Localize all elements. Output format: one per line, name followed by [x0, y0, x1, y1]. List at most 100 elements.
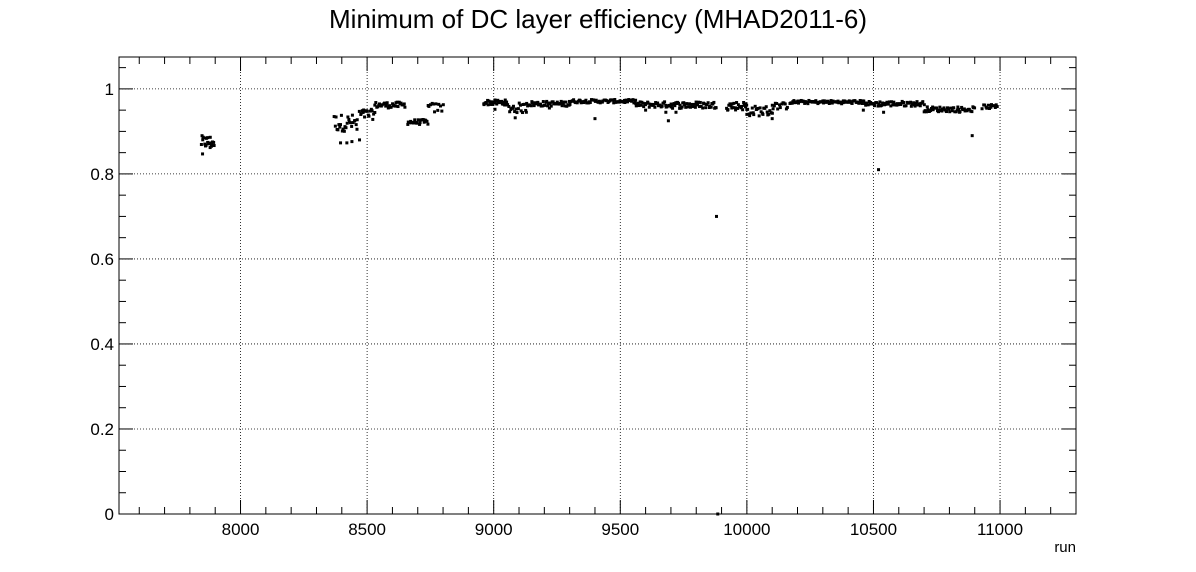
data-point	[422, 120, 426, 124]
data-point	[792, 99, 796, 103]
data-point	[875, 101, 879, 105]
data-point	[732, 101, 736, 105]
data-point	[697, 105, 701, 109]
data-point	[942, 106, 946, 110]
data-point	[909, 104, 913, 108]
data-point	[912, 101, 916, 105]
data-point	[745, 112, 749, 116]
data-point	[338, 123, 342, 127]
data-point	[714, 214, 718, 218]
chart-title: Minimum of DC layer efficiency (MHAD2011…	[329, 4, 867, 34]
data-point	[829, 99, 833, 103]
data-point	[342, 129, 346, 133]
data-point	[785, 105, 789, 109]
data-point	[344, 126, 348, 130]
data-point	[208, 135, 212, 139]
data-point	[516, 107, 520, 111]
data-point	[372, 112, 376, 116]
data-point	[555, 102, 559, 106]
data-point	[634, 104, 638, 108]
data-point	[947, 107, 951, 111]
data-point	[950, 109, 954, 113]
data-point	[647, 105, 651, 109]
data-point	[944, 110, 948, 114]
data-point	[418, 121, 422, 125]
data-point	[838, 101, 842, 105]
data-point	[709, 105, 713, 109]
data-point	[778, 103, 782, 107]
data-point	[660, 104, 664, 108]
data-point	[210, 142, 214, 146]
data-point	[496, 98, 500, 102]
data-point	[500, 99, 504, 103]
data-point	[547, 106, 551, 110]
data-point	[970, 110, 974, 114]
data-point	[519, 109, 523, 113]
y-tick-label: 0.2	[90, 420, 114, 439]
data-point	[358, 138, 362, 142]
data-point	[691, 105, 695, 109]
data-point	[688, 105, 692, 109]
data-point	[332, 115, 336, 119]
data-point	[704, 106, 708, 110]
data-point	[699, 104, 703, 108]
data-point	[336, 128, 340, 132]
data-point	[377, 102, 381, 106]
data-point	[858, 98, 862, 102]
data-point	[350, 140, 354, 144]
data-point	[345, 141, 349, 145]
data-point	[559, 99, 563, 103]
data-point	[411, 121, 415, 125]
data-point	[406, 122, 410, 126]
data-point	[954, 110, 958, 114]
data-point	[362, 108, 366, 112]
data-point	[503, 98, 507, 102]
data-point	[955, 108, 959, 112]
data-point	[956, 105, 960, 109]
data-point	[623, 101, 627, 105]
data-point	[347, 118, 351, 122]
data-point	[730, 102, 734, 106]
data-point	[728, 102, 732, 106]
data-point	[642, 105, 646, 109]
x-tick-label: 8000	[222, 520, 260, 539]
data-point	[973, 106, 977, 110]
data-point	[914, 101, 918, 105]
data-point	[653, 105, 657, 109]
data-point	[768, 109, 772, 113]
data-point	[896, 103, 900, 107]
data-point	[488, 100, 492, 104]
data-point	[904, 104, 908, 108]
data-point	[584, 98, 588, 102]
data-point	[541, 104, 545, 108]
data-point	[940, 109, 944, 113]
data-point	[370, 109, 374, 113]
data-point	[678, 103, 682, 107]
data-point	[572, 98, 576, 102]
data-point	[551, 100, 555, 104]
data-point	[924, 110, 928, 114]
x-tick-label: 10000	[723, 520, 770, 539]
data-point	[339, 113, 343, 117]
data-point	[613, 98, 617, 102]
data-point	[426, 122, 430, 126]
data-point	[692, 102, 696, 106]
y-tick-label: 1	[105, 80, 114, 99]
data-point	[733, 106, 737, 110]
data-point	[702, 102, 706, 106]
data-point	[751, 111, 755, 115]
x-tick-label: 11000	[977, 520, 1023, 539]
data-point	[783, 102, 787, 106]
data-point	[989, 105, 993, 109]
data-point	[893, 103, 897, 107]
data-point	[428, 103, 432, 107]
data-point	[387, 104, 391, 108]
data-point	[880, 103, 884, 107]
data-point	[771, 107, 775, 111]
data-point	[992, 104, 996, 108]
data-point	[594, 98, 598, 102]
data-point	[493, 101, 497, 105]
data-point	[683, 103, 687, 107]
data-point	[801, 99, 805, 103]
